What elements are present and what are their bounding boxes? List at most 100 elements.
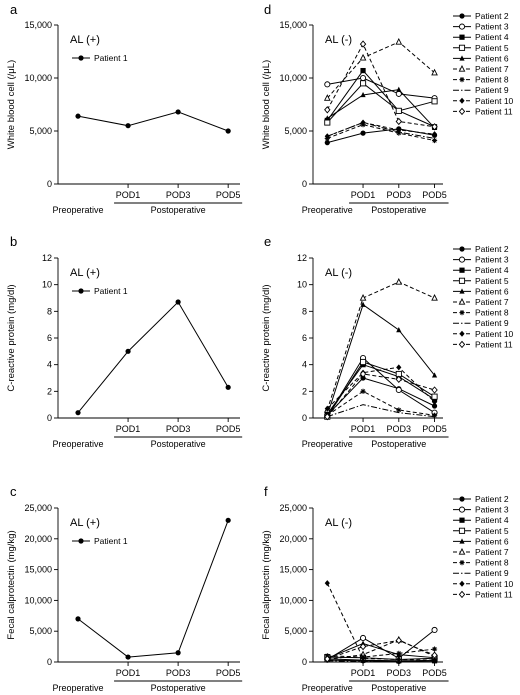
legend-entry: Patient 7 xyxy=(475,547,509,557)
x-tick-label: POD3 xyxy=(166,424,191,434)
legend-entry: Patient 4 xyxy=(475,265,509,275)
legend-marker xyxy=(458,107,466,116)
data-point xyxy=(359,53,367,61)
legend-marker xyxy=(458,64,466,72)
legend-entry: Patient 6 xyxy=(475,53,509,63)
data-point xyxy=(396,656,402,663)
data-point xyxy=(360,130,366,136)
legend-entry: Patient 2 xyxy=(475,244,509,254)
data-point xyxy=(225,128,231,134)
data-point xyxy=(359,293,367,301)
y-tick-label: 25,000 xyxy=(24,503,52,513)
series-path xyxy=(326,42,435,128)
y-axis-label: Fecal calprotectin (mg/kg) xyxy=(261,530,272,639)
panel-c: c 0 5,000 10,000 15,000 20,000 25,000 Fecal cal… xyxy=(6,484,243,693)
data-point xyxy=(324,133,330,140)
data-point xyxy=(431,412,438,418)
data-point xyxy=(360,67,366,74)
panel-title: AL (-) xyxy=(325,34,352,46)
y-tick-label: 6 xyxy=(302,333,307,343)
panel-letter: c xyxy=(10,484,17,499)
y-tick-label: 5,000 xyxy=(284,126,307,136)
y-tick-label: 5,000 xyxy=(29,626,52,636)
series-line xyxy=(324,86,438,131)
data-point xyxy=(323,94,331,101)
data-point xyxy=(395,107,402,114)
x-tick-label: POD5 xyxy=(216,668,241,678)
series-path xyxy=(327,648,435,658)
legend-marker xyxy=(459,34,465,40)
data-point xyxy=(431,386,438,394)
x-tick-label: POD1 xyxy=(116,190,141,200)
data-point xyxy=(359,40,367,48)
group-label: Postoperative xyxy=(151,439,206,449)
data-point xyxy=(324,81,331,88)
series-path xyxy=(326,357,435,417)
data-point xyxy=(324,119,331,126)
data-point xyxy=(75,410,81,416)
legend-marker xyxy=(78,288,84,294)
series-path xyxy=(326,82,435,123)
series-path xyxy=(327,124,435,142)
data-point xyxy=(360,655,366,662)
x-tick-label: POD5 xyxy=(216,190,241,200)
x-tick-label: POD1 xyxy=(351,424,376,434)
data-point xyxy=(359,74,367,82)
legend-marker xyxy=(459,330,465,337)
data-point xyxy=(125,654,131,660)
y-tick-label: 10 xyxy=(42,280,52,290)
series-path xyxy=(327,629,435,660)
data-point xyxy=(395,375,402,384)
y-tick-label: 5,000 xyxy=(284,626,307,636)
legend-entry: Patient 5 xyxy=(475,526,509,536)
data-point xyxy=(431,399,438,405)
series-line xyxy=(324,370,438,421)
y-tick-label: 4 xyxy=(302,360,307,370)
data-point xyxy=(395,636,402,645)
series-path xyxy=(326,373,435,417)
data-point xyxy=(396,327,402,333)
panel-title: AL (+) xyxy=(70,517,100,529)
legend: Patient 1 xyxy=(72,53,128,63)
legend-entry: Patient 6 xyxy=(475,286,509,296)
legend-entry: Patient 1 xyxy=(94,53,128,63)
legend-entry: Patient 7 xyxy=(475,64,509,74)
series-path xyxy=(326,69,435,128)
x-tick-label: Preoperative xyxy=(302,205,353,215)
series-line xyxy=(324,636,438,663)
data-point xyxy=(396,650,402,656)
legend-entry: Patient 1 xyxy=(94,286,128,296)
data-point xyxy=(125,123,131,129)
series-line xyxy=(323,37,438,101)
data-point xyxy=(324,412,331,421)
legend-entry: Patient 3 xyxy=(475,505,509,515)
legend-entry: Patient 10 xyxy=(475,329,514,339)
data-point xyxy=(431,137,438,144)
group-label: Postoperative xyxy=(151,683,206,693)
data-point xyxy=(359,370,367,378)
x-tick-label: Preoperative xyxy=(53,439,104,449)
x-tick-label: POD1 xyxy=(116,424,141,434)
x-tick-label: Preoperative xyxy=(302,439,353,449)
series-line xyxy=(324,40,438,131)
series-path xyxy=(77,520,229,658)
data-point xyxy=(324,405,330,412)
legend-entry: Patient 3 xyxy=(475,255,509,265)
legend-entry: Patient 8 xyxy=(475,558,509,568)
data-point xyxy=(324,580,330,587)
y-axis-label: C-reactive protein (mg/dl) xyxy=(261,284,272,391)
data-point xyxy=(225,517,231,523)
x-tick-label: POD5 xyxy=(422,668,447,678)
series-line xyxy=(75,109,231,134)
legend-marker xyxy=(458,527,466,534)
legend-entry: Patient 10 xyxy=(475,96,514,106)
y-tick-label: 25,000 xyxy=(279,503,307,513)
y-tick-label: 10,000 xyxy=(24,73,52,83)
legend-marker xyxy=(459,560,465,566)
data-point xyxy=(431,98,438,105)
y-tick-label: 0 xyxy=(302,179,307,189)
series-path xyxy=(77,301,229,413)
x-tick-label: POD3 xyxy=(387,424,412,434)
